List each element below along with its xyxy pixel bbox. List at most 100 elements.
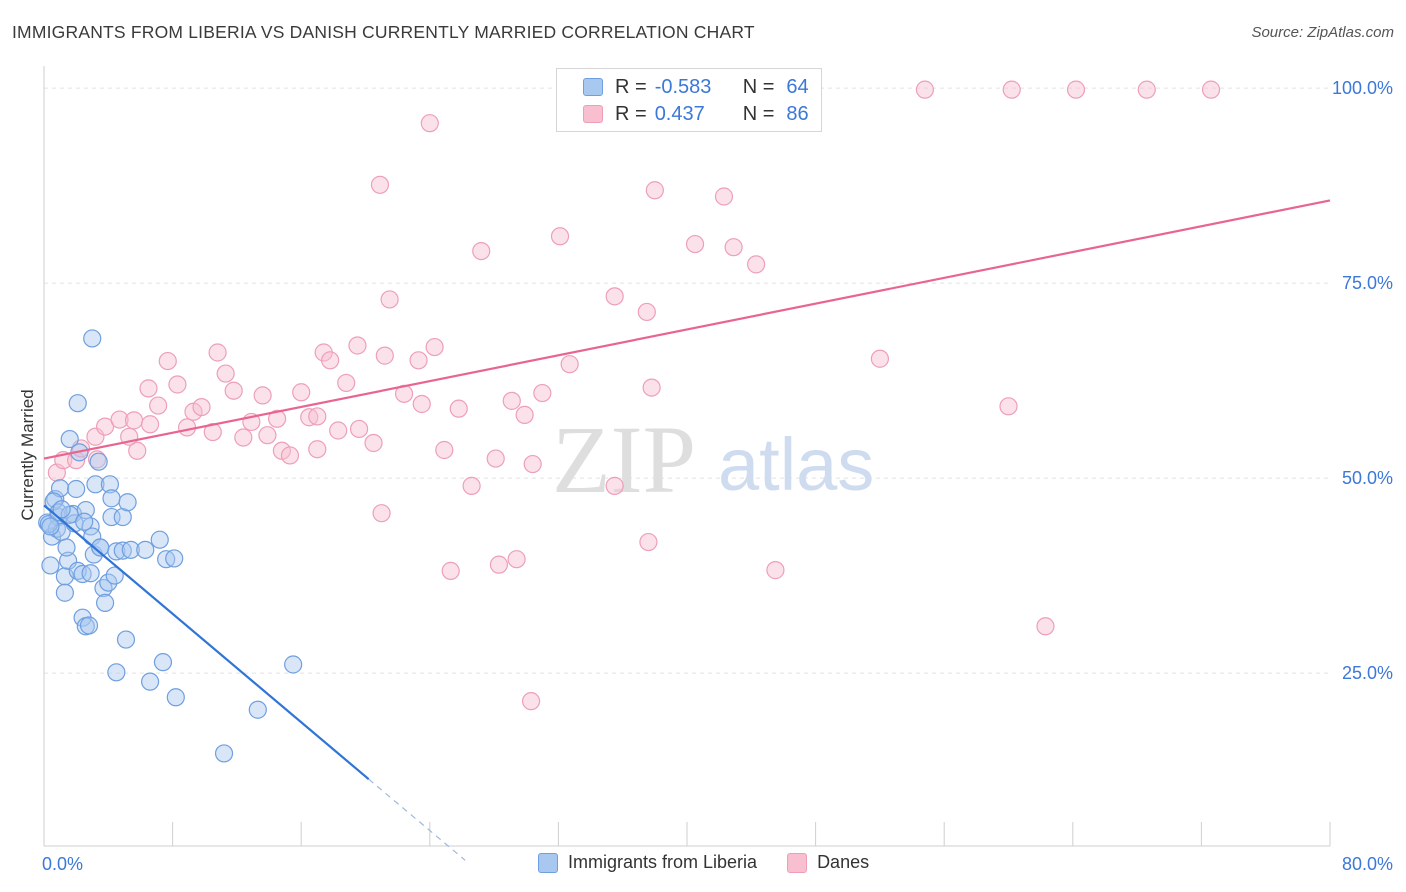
danes-point <box>747 255 766 274</box>
legend-r-label: R = <box>615 75 647 98</box>
danes-point <box>329 421 348 440</box>
liberia-point <box>60 429 79 449</box>
danes-point <box>714 187 734 206</box>
danes-point <box>203 422 222 442</box>
liberia-point <box>166 688 185 707</box>
legend-row-danes: R = 0.437 N = 86 <box>557 100 809 128</box>
danes-point <box>605 476 624 495</box>
danes-point <box>380 290 399 309</box>
liberia-point <box>121 540 140 559</box>
danes-point <box>724 238 743 257</box>
liberia-point <box>95 593 115 612</box>
liberia-point <box>105 566 124 585</box>
legend-swatch-pink <box>583 105 603 123</box>
correlation-legend: R = -0.583 N = 64 R = 0.437 N = 86 <box>556 68 822 132</box>
danes-point <box>308 407 327 426</box>
legend-r-value: -0.583 <box>654 75 712 98</box>
danes-points <box>47 80 1221 711</box>
danes-point <box>605 287 624 306</box>
liberia-point <box>57 538 76 557</box>
y-tick-label: 50.0% <box>1342 468 1393 488</box>
series-label-danes: Danes <box>817 852 870 872</box>
liberia-point <box>79 616 99 635</box>
danes-point <box>224 381 243 400</box>
danes-point <box>192 398 211 417</box>
series-swatch-pink <box>787 852 808 873</box>
danes-point <box>449 399 468 418</box>
danes-point <box>1201 80 1221 99</box>
y-axis-label: Currently Married <box>18 389 37 520</box>
danes-point <box>110 410 129 429</box>
liberia-point <box>248 700 267 719</box>
danes-point <box>253 386 272 405</box>
chart-title: IMMIGRANTS FROM LIBERIA VS DANISH CURREN… <box>12 22 755 42</box>
danes-point <box>502 391 521 410</box>
gridlines <box>44 87 1330 674</box>
axes <box>43 66 1331 847</box>
danes-point <box>507 550 526 569</box>
danes-point <box>216 364 235 383</box>
danes-point <box>639 532 658 552</box>
danes-point <box>420 114 439 133</box>
series-swatch-blue <box>538 852 558 873</box>
danes-point <box>766 561 785 580</box>
danes-point <box>267 409 287 428</box>
liberia-point <box>118 493 137 512</box>
liberia-point <box>107 663 126 682</box>
trend-lines <box>43 199 1331 861</box>
danes-point <box>140 415 160 434</box>
danes-point <box>441 561 460 581</box>
liberia-points <box>38 329 303 763</box>
danes-point <box>409 351 428 370</box>
liberia-point <box>68 394 87 413</box>
legend-row-liberia: R = -0.583 N = 64 <box>557 73 809 101</box>
series-legend-liberia[interactable]: Immigrants from Liberia <box>538 852 757 873</box>
danes-point <box>1066 80 1086 99</box>
danes-point <box>258 426 277 445</box>
liberia-point <box>41 556 60 575</box>
liberia-point <box>81 564 100 583</box>
danes-point <box>95 417 115 436</box>
danes-point <box>168 375 187 394</box>
liberia-point <box>165 549 184 568</box>
liberia-point <box>140 672 160 691</box>
danes-point <box>349 419 369 439</box>
y-tick-label: 25.0% <box>1342 663 1393 683</box>
danes-point <box>208 343 227 362</box>
danes-point <box>1036 617 1055 636</box>
danes-point <box>337 373 356 393</box>
danes-point <box>158 351 177 371</box>
danes-point <box>915 80 935 99</box>
danes-point <box>533 383 552 403</box>
danes-point <box>1002 80 1021 99</box>
liberia-point <box>52 500 71 519</box>
danes-point <box>128 441 147 460</box>
danes-point <box>870 349 890 368</box>
liberia-point <box>214 744 234 763</box>
liberia-point <box>153 653 173 672</box>
danes-point <box>637 302 656 322</box>
liberia-point <box>102 489 121 508</box>
liberia-point <box>49 503 68 522</box>
legend-n-value: 86 <box>786 102 809 125</box>
danes-point <box>292 383 311 402</box>
legend-n-label: N = <box>742 102 775 125</box>
danes-point <box>177 418 197 437</box>
legend-n-value: 64 <box>786 75 809 98</box>
liberia-point <box>83 329 102 348</box>
danes-point <box>645 181 664 200</box>
liberia-point <box>86 475 105 494</box>
liberia-point <box>116 630 136 649</box>
liberia-trend-extension <box>368 778 466 861</box>
liberia-point <box>99 573 118 592</box>
danes-point <box>348 336 367 355</box>
danes-point <box>425 337 444 357</box>
danes-point <box>1137 80 1156 99</box>
series-legend-danes[interactable]: Danes <box>787 852 869 873</box>
source-label: Source: ZipAtlas.com <box>1251 24 1394 41</box>
series-legend: Immigrants from Liberia Danes <box>538 852 899 873</box>
liberia-point <box>284 655 303 674</box>
danes-point <box>124 411 144 430</box>
danes-point <box>280 446 300 465</box>
